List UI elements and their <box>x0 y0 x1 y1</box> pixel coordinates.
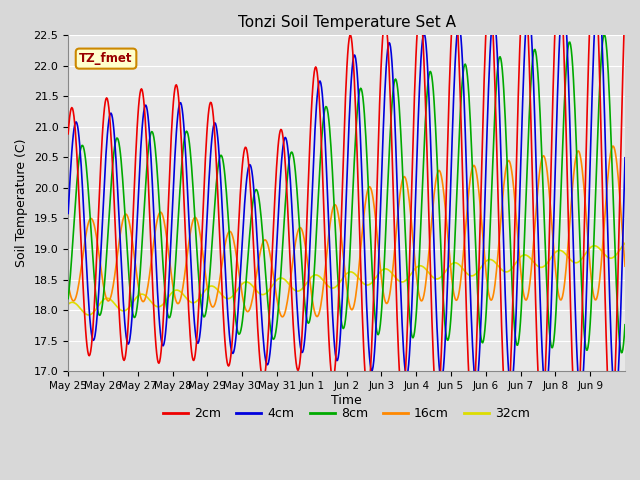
8cm <box>260 242 268 248</box>
8cm <box>600 32 608 38</box>
32cm <box>131 298 138 303</box>
Line: 2cm: 2cm <box>68 0 625 429</box>
8cm <box>232 318 240 324</box>
8cm <box>621 322 629 328</box>
4cm <box>232 335 240 341</box>
16cm <box>64 281 72 287</box>
Text: TZ_fmet: TZ_fmet <box>79 52 132 65</box>
Y-axis label: Soil Temperature (C): Soil Temperature (C) <box>15 139 28 267</box>
4cm <box>281 136 289 142</box>
2cm <box>607 426 615 432</box>
2cm <box>232 276 240 282</box>
2cm <box>130 204 138 209</box>
8cm <box>435 206 443 212</box>
16cm <box>260 238 268 244</box>
4cm <box>64 211 72 216</box>
16cm <box>405 192 413 198</box>
16cm <box>621 264 629 269</box>
2cm <box>404 309 412 315</box>
32cm <box>260 291 268 297</box>
16cm <box>609 144 616 149</box>
8cm <box>404 287 412 292</box>
4cm <box>612 397 620 403</box>
8cm <box>618 350 625 356</box>
16cm <box>232 250 240 255</box>
32cm <box>436 275 444 281</box>
4cm <box>435 363 443 369</box>
4cm <box>130 291 138 297</box>
4cm <box>621 155 629 161</box>
8cm <box>130 313 138 319</box>
32cm <box>233 288 241 294</box>
8cm <box>281 213 289 219</box>
Line: 8cm: 8cm <box>68 35 625 353</box>
Title: Tonzi Soil Temperature Set A: Tonzi Soil Temperature Set A <box>237 15 456 30</box>
X-axis label: Time: Time <box>332 394 362 407</box>
16cm <box>282 309 289 314</box>
Line: 32cm: 32cm <box>68 243 625 315</box>
32cm <box>405 275 413 280</box>
Line: 16cm: 16cm <box>68 146 625 317</box>
16cm <box>436 168 444 174</box>
2cm <box>281 150 289 156</box>
16cm <box>278 314 286 320</box>
4cm <box>260 338 268 344</box>
32cm <box>282 277 289 283</box>
8cm <box>64 296 72 301</box>
32cm <box>621 240 629 246</box>
2cm <box>64 131 72 137</box>
2cm <box>621 0 629 5</box>
Legend: 2cm, 4cm, 8cm, 16cm, 32cm: 2cm, 4cm, 8cm, 16cm, 32cm <box>158 402 535 425</box>
2cm <box>435 390 443 396</box>
32cm <box>64 301 72 307</box>
2cm <box>260 377 268 383</box>
32cm <box>84 312 92 318</box>
16cm <box>130 247 138 253</box>
4cm <box>404 368 412 374</box>
Line: 4cm: 4cm <box>68 0 625 400</box>
